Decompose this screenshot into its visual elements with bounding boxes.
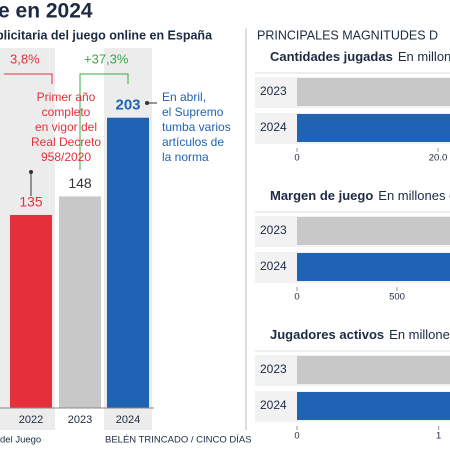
value-label: 148 xyxy=(68,175,92,191)
value-label: 203 xyxy=(115,97,140,114)
bar xyxy=(297,392,450,420)
y-tick-label: 2023 xyxy=(260,362,287,376)
x-tick-label: 2022 xyxy=(19,414,43,426)
chart-title-text: Cantidades jugadas xyxy=(270,49,393,64)
x-tick-label: 1 xyxy=(436,431,441,442)
bar xyxy=(297,217,450,245)
note-line: completo xyxy=(42,105,91,119)
chart-unit: En millones xyxy=(398,49,450,64)
x-tick-label: 0 xyxy=(294,431,299,442)
note-line: la norma xyxy=(162,150,209,164)
value-label: 135 xyxy=(19,194,43,210)
note-line: 958/2020 xyxy=(41,150,91,164)
change-bracket xyxy=(79,73,129,170)
change-label: 3,8% xyxy=(10,51,40,66)
section-title: PRINCIPALES MAGNITUDES D xyxy=(257,28,438,42)
chart-title: Margen de juego En millones d xyxy=(270,188,450,203)
bar xyxy=(297,114,450,142)
x-tick-label: 0 xyxy=(294,153,299,164)
bar xyxy=(297,253,450,281)
chart-unit: En millones xyxy=(389,327,450,342)
y-tick-label: 2023 xyxy=(260,223,287,237)
chart-title-text: Margen de juego xyxy=(270,188,373,203)
x-tick-label: 500 xyxy=(389,292,405,303)
chart-unit: En millones d xyxy=(378,188,450,203)
note-line: en vigor del xyxy=(35,120,97,134)
note-line: En abril, xyxy=(162,90,206,104)
note-dot xyxy=(145,101,149,105)
note-line: Primer año xyxy=(37,90,96,104)
x-tick-label: 2023 xyxy=(68,414,92,426)
x-tick-label: 2024 xyxy=(116,414,140,426)
chart-title-text: Jugadores activos xyxy=(270,327,384,342)
y-tick-label: 2023 xyxy=(260,84,287,98)
bar xyxy=(10,214,52,408)
note-line: tumba varios xyxy=(162,120,231,134)
note-line: Real Decreto xyxy=(31,135,101,149)
chart-title: Cantidades jugadas En millones xyxy=(270,49,450,64)
main-title: e en 2024 xyxy=(0,0,93,23)
change-label: +37,3% xyxy=(84,51,129,66)
y-tick-label: 2024 xyxy=(260,120,287,134)
note-dot xyxy=(29,170,33,174)
chart-title: Jugadores activos En millones xyxy=(270,327,450,342)
x-tick-label: 20.0 xyxy=(429,153,448,164)
bar xyxy=(297,78,450,106)
chart-subtitle: blicitaria del juego online en España xyxy=(0,28,213,42)
note-line: el Supremo xyxy=(162,105,224,119)
change-bracket xyxy=(4,73,53,84)
y-tick-label: 2024 xyxy=(260,259,287,273)
bar xyxy=(107,117,149,409)
bar xyxy=(297,356,450,384)
y-tick-label: 2024 xyxy=(260,398,287,412)
source: del Juego xyxy=(0,435,41,446)
bar xyxy=(59,196,101,408)
note-line: artículos de xyxy=(162,135,224,149)
x-tick-label: 0 xyxy=(294,292,299,303)
credit: BELÉN TRINCADO / CINCO DÍAS xyxy=(105,435,252,446)
column-bg xyxy=(0,48,7,430)
